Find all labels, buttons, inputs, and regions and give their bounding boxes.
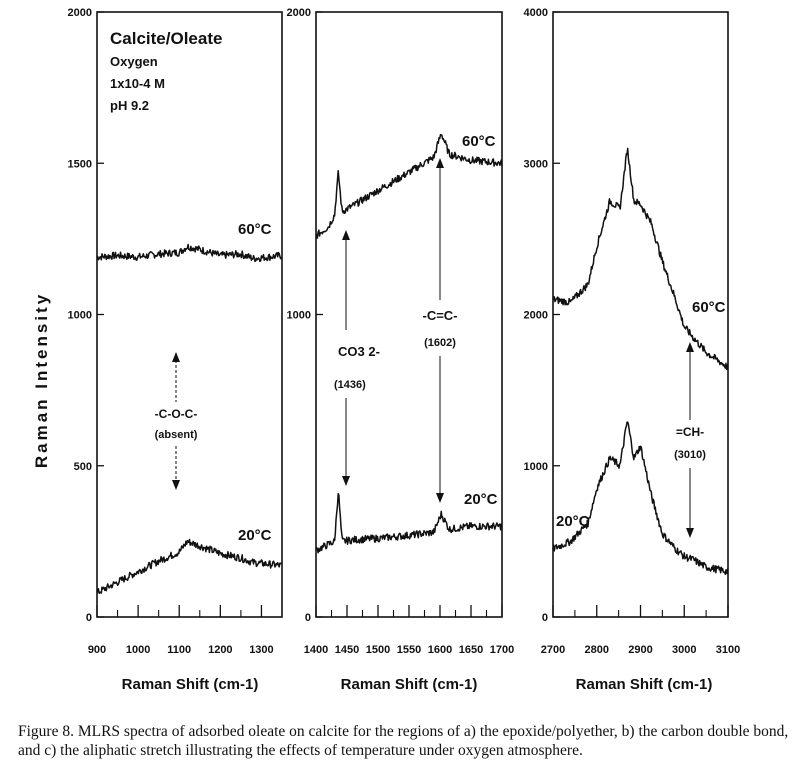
label-20c: 20°C (464, 491, 498, 508)
peak1-label: CO3 2- (338, 344, 380, 359)
band-position: (3010) (674, 449, 706, 461)
panel-b: 1400 1450 1500 1550 1600 1650 1700 0 1000 2000 60°… (287, 7, 515, 656)
x-tick-label: 1000 (126, 644, 150, 656)
peak1-arrowhead-down (342, 476, 350, 486)
series-line-1 (552, 421, 729, 576)
figure-caption: Figure 8. MLRS spectra of adsorbed oleat… (18, 723, 789, 759)
x-axis-label-b: Raman Shift (cm-1) (340, 676, 478, 693)
label-60c: 60°C (692, 299, 726, 316)
x-tick-label: 1600 (428, 644, 452, 656)
x-tick-label: 2900 (628, 644, 652, 656)
y-tick-label: 1000 (524, 461, 548, 473)
x-tick-label: 1650 (459, 644, 483, 656)
series-line-0 (96, 243, 283, 263)
arrowhead-down (172, 480, 180, 490)
peak2-arrowhead-down (436, 493, 444, 503)
condition-ph: pH 9.2 (110, 98, 149, 113)
x-tick-label: 3000 (672, 644, 696, 656)
band-note: (absent) (155, 429, 198, 441)
x-tick-label: 1500 (366, 644, 390, 656)
y-tick-label: 0 (86, 612, 92, 624)
panel-a: 900 1000 1100 1200 1300 0 500 1000 1500 2000 Calci… (68, 7, 283, 656)
series-line-1 (96, 538, 283, 595)
x-tick-label: 1450 (335, 644, 359, 656)
y-tick-label: 1000 (287, 310, 311, 322)
peak2-label: -C=C- (422, 308, 457, 323)
condition-oxygen: Oxygen (110, 54, 158, 69)
x-tick-label: 1700 (490, 644, 514, 656)
plot-frame (315, 11, 503, 618)
y-tick-label: 2000 (287, 7, 311, 19)
y-tick-label: 500 (74, 461, 92, 473)
label-60c: 60°C (238, 221, 272, 238)
y-tick-label: 2000 (68, 7, 92, 19)
peak1-position: (1436) (334, 379, 366, 391)
x-tick-label: 3100 (716, 644, 740, 656)
x-tick-label: 1550 (397, 644, 421, 656)
x-tick-label: 2700 (541, 644, 565, 656)
y-tick-label: 3000 (524, 158, 548, 170)
series-line-0 (552, 147, 729, 371)
y-tick-label: 0 (305, 612, 311, 624)
label-20c: 20°C (238, 527, 272, 544)
y-tick-label: 4000 (524, 7, 548, 19)
panel-a-title: Calcite/Oleate (110, 29, 222, 48)
x-axis-label-a: Raman Shift (cm-1) (121, 676, 259, 693)
band-arrowhead-down (686, 528, 694, 538)
y-tick-label: 2000 (524, 310, 548, 322)
label-60c: 60°C (462, 133, 496, 150)
x-tick-label: 1400 (304, 644, 328, 656)
peak2-arrowhead-up (436, 158, 444, 168)
panel-c: 2700 2800 2900 3000 3100 0 1000 2000 3000 4000 60°… (524, 7, 741, 656)
y-tick-label: 0 (542, 612, 548, 624)
peak2-position: (1602) (424, 337, 456, 349)
arrowhead-up (172, 352, 180, 362)
x-tick-label: 1100 (167, 644, 191, 656)
x-tick-label: 1300 (249, 644, 273, 656)
series-line-0 (315, 133, 503, 239)
y-axis-label: Raman Intensity (32, 291, 51, 469)
band-label: =CH- (676, 425, 704, 439)
x-axis-label-c: Raman Shift (cm-1) (575, 676, 713, 693)
x-tick-label: 2800 (585, 644, 609, 656)
band-label: -C-O-C- (155, 407, 198, 421)
label-20c: 20°C (556, 513, 590, 530)
y-tick-label: 1500 (68, 158, 92, 170)
peak1-arrowhead-up (342, 230, 350, 240)
condition-concentration: 1x10-4 M (110, 76, 165, 91)
x-tick-label: 900 (88, 644, 106, 656)
series-line-1 (315, 492, 503, 554)
x-tick-label: 1200 (208, 644, 232, 656)
y-tick-label: 1000 (68, 310, 92, 322)
band-arrowhead-up (686, 342, 694, 352)
